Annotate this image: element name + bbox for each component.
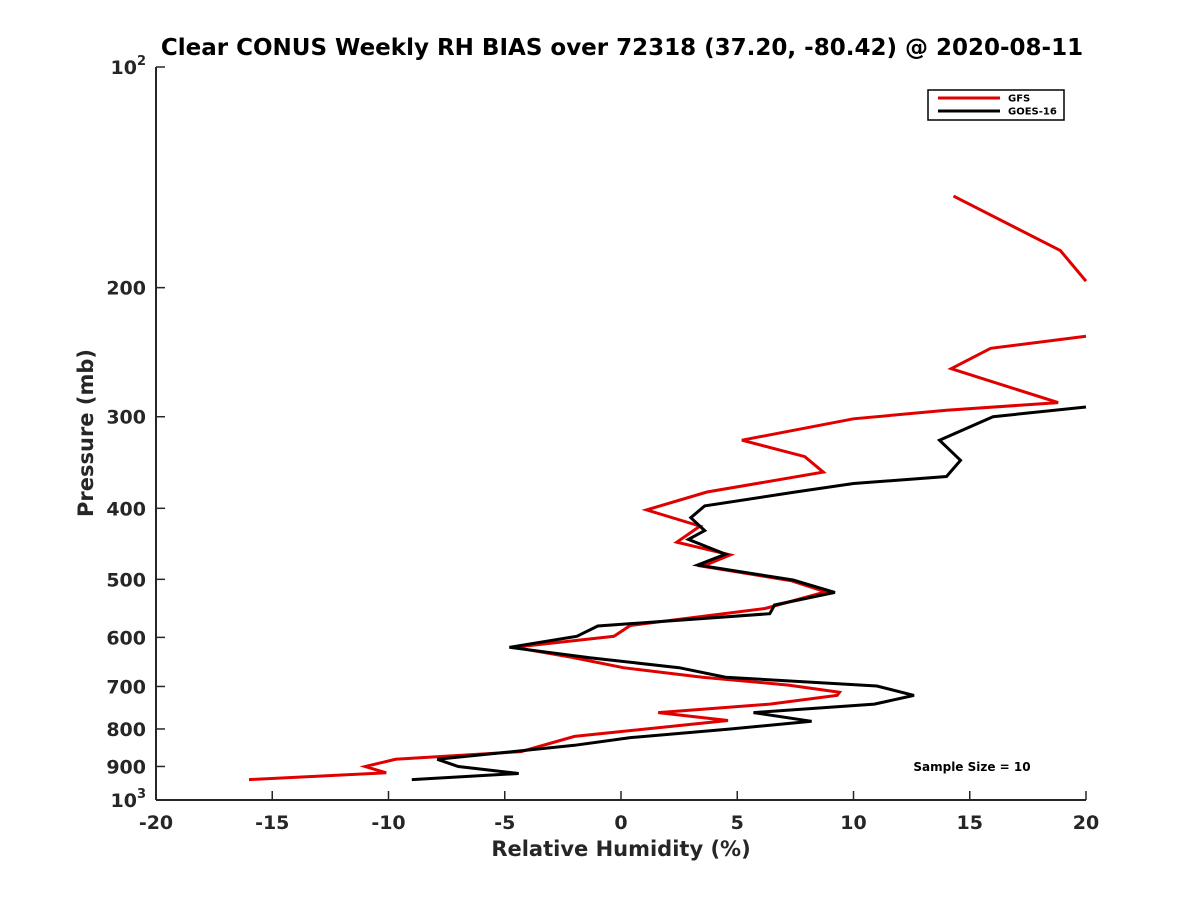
series-layer (248, 194, 1087, 782)
axes: -20 -15 -10 -5 0 5 10 15 20 102 200 300 400 500 600 700… (106, 54, 1099, 834)
series-line-gfs (248, 194, 1087, 782)
chart-title: Clear CONUS Weekly RH BIAS over 72318 (3… (161, 35, 1083, 61)
sample-size-annotation: Sample Size = 10 (913, 760, 1030, 774)
y-tick-label: 102 (111, 54, 147, 79)
x-tick-label: 10 (840, 812, 866, 834)
series-line-goes-16 (411, 405, 1087, 782)
legend-label: GOES-16 (1008, 107, 1057, 118)
y-axis-label: Pressure (mb) (74, 349, 98, 517)
x-tick-label: 5 (731, 812, 744, 834)
legend: GFS GOES-16 (927, 89, 1065, 121)
y-tick-label: 200 (106, 278, 146, 300)
x-tick-label: -10 (371, 812, 405, 834)
y-tick-label: 300 (106, 407, 146, 429)
y-tick-label: 103 (111, 787, 147, 812)
y-tick-label: 500 (106, 569, 146, 591)
x-axis-label: Relative Humidity (%) (491, 837, 750, 861)
x-tick-label: -5 (494, 812, 515, 834)
x-tick-label: 0 (614, 812, 627, 834)
legend-box (927, 89, 1065, 121)
legend-label: GFS (1008, 94, 1030, 105)
y-tick-label: 900 (106, 756, 146, 778)
x-tick-label: 20 (1073, 812, 1099, 834)
x-tick-label: -20 (139, 812, 173, 834)
y-tick-label: 400 (106, 498, 146, 520)
x-tick-label: 15 (957, 812, 983, 834)
y-tick-label: 600 (106, 627, 146, 649)
y-tick-label: 800 (106, 719, 146, 741)
y-tick-label: 700 (106, 676, 146, 698)
x-tick-label: -15 (255, 812, 289, 834)
